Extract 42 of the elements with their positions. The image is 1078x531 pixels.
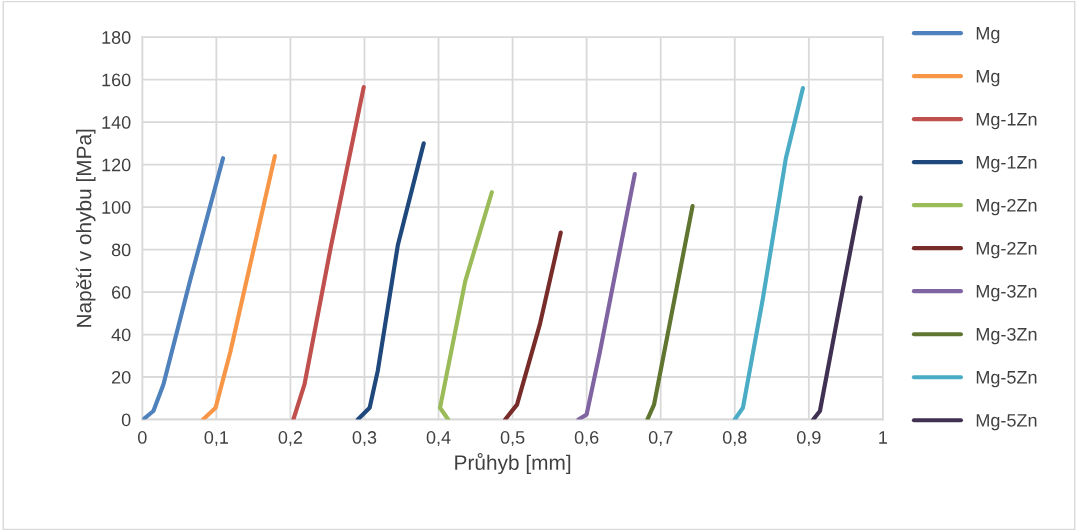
line-series [576, 172, 637, 420]
x-tick-label: 0,9 [796, 431, 821, 446]
x-axis-title: Průhyb [mm] [455, 452, 571, 475]
legend-label: Mg-2Zn [976, 198, 1037, 216]
legend-label: Mg [976, 70, 1000, 87]
legend-label: Mg-1Zn [976, 113, 1037, 130]
y-axis-title: Napětí v ohybu [MPa] [75, 129, 96, 327]
legend-label: Mg-2Zn [976, 241, 1037, 259]
line-series [437, 190, 494, 420]
y-tick-label: 0 [121, 413, 131, 427]
y-tick-label: 20 [112, 370, 131, 384]
y-tick-label: 60 [112, 285, 131, 299]
line-series [142, 156, 226, 420]
line-series [291, 84, 366, 420]
y-tick-label: 140 [102, 116, 131, 129]
y-tick-label: 80 [111, 243, 131, 257]
y-tick-label: 100 [102, 201, 131, 214]
legend-label: Mg-5Zn [976, 371, 1037, 388]
x-tick-label: 0,7 [648, 431, 673, 446]
x-tick-label: 0,5 [500, 431, 525, 446]
legend-label: Mg-1Zn [976, 156, 1037, 173]
line-series [355, 141, 426, 420]
legend-label: Mg [976, 27, 1000, 44]
line-series [732, 86, 805, 420]
x-tick-label: 0,8 [722, 431, 747, 446]
line-series [200, 154, 277, 420]
legend-label: Mg-5Zn [976, 414, 1037, 431]
legend-label: Mg-3Zn [976, 284, 1037, 302]
x-tick-label: 1 [879, 431, 888, 444]
line-series [811, 195, 863, 420]
y-tick-label: 40 [111, 328, 131, 342]
y-tick-label: 160 [102, 73, 131, 87]
y-tick-label: 180 [102, 31, 131, 44]
x-tick-label: 0,1 [204, 431, 229, 446]
x-tick-label: 0 [137, 431, 147, 444]
x-tick-label: 0,3 [352, 431, 377, 446]
legend-label: Mg-3Zn [976, 327, 1037, 345]
x-tick-label: 0,6 [574, 431, 599, 446]
x-tick-label: 0,4 [426, 431, 451, 446]
x-tick-label: 0,2 [278, 431, 303, 446]
line-series [503, 230, 563, 420]
y-tick-label: 120 [102, 158, 131, 172]
